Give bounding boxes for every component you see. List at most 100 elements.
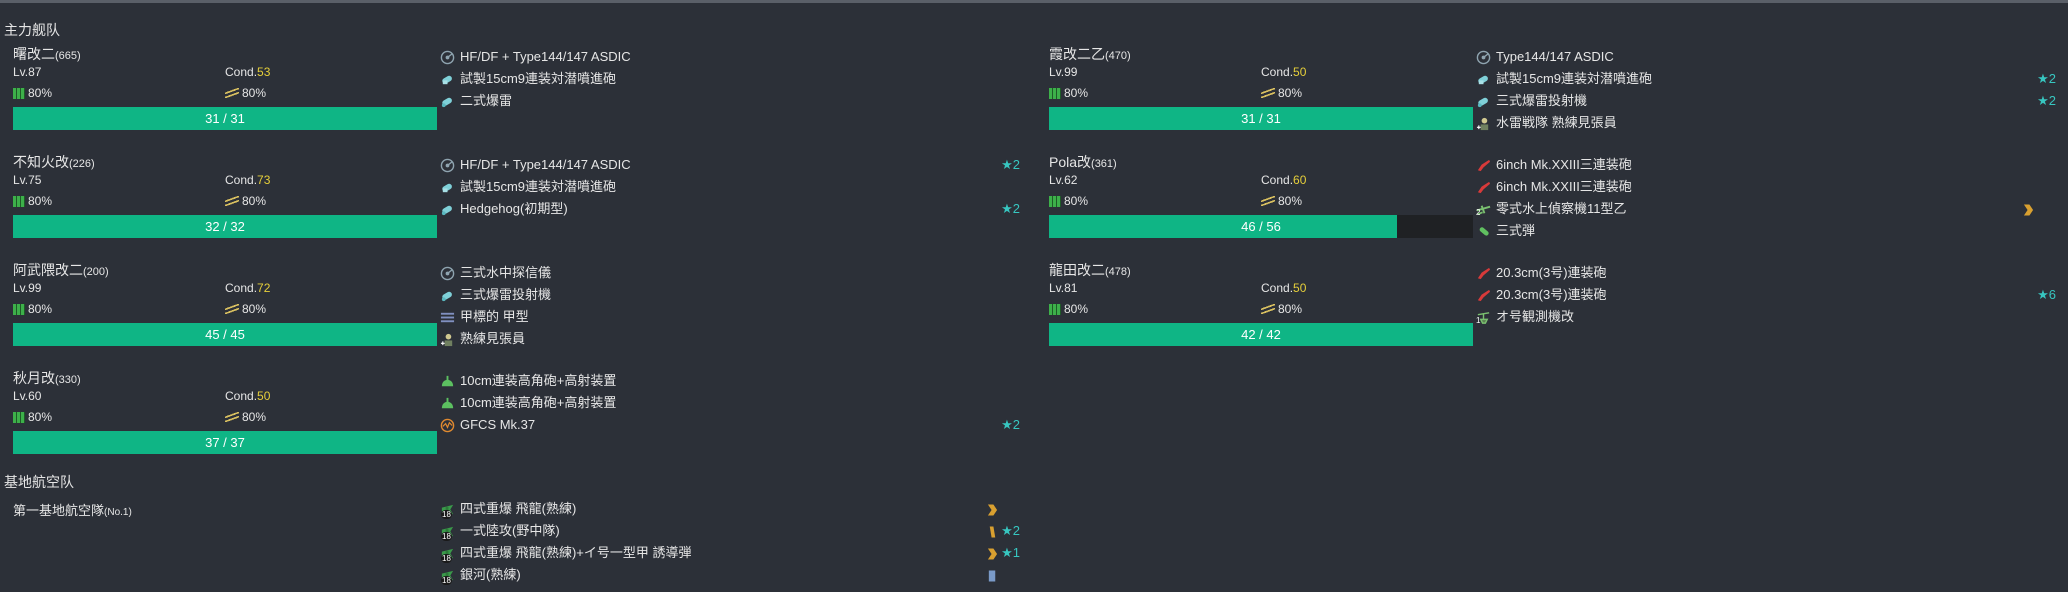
ship-fuel: 80%	[1049, 86, 1088, 100]
equipment-list: 10cm連装高角砲+高射装置 10cm連装高角砲+高射装置 GFCS Mk.37 ★2	[440, 370, 1020, 436]
sonar-icon	[440, 158, 455, 173]
squadron-count: 18	[441, 554, 452, 563]
equipment-row[interactable]: 三式弾	[1476, 220, 2056, 242]
fuel-icon	[1049, 303, 1061, 315]
hp-bar-fill	[13, 215, 437, 238]
equipment-row[interactable]: 1 オ号観測機改	[1476, 306, 2056, 328]
equipment-row[interactable]: 三式爆雷投射機	[440, 284, 1020, 306]
proficiency-icon	[987, 524, 998, 546]
equipment-name: GFCS Mk.37	[460, 417, 536, 432]
ship-ammo: 80%	[225, 302, 266, 316]
ship-name[interactable]: 不知火改(226)	[13, 154, 95, 170]
improvement-level: ★1	[1001, 545, 1020, 560]
squadron-count: 18	[441, 510, 452, 519]
ship-condition: Cond.53	[225, 65, 271, 79]
equipment-name: 10cm連装高角砲+高射装置	[460, 373, 617, 388]
equipment-row[interactable]: 水雷戦隊 熟練見張員	[1476, 112, 2056, 134]
squadron-name: 四式重爆 飛龍(熟練)	[460, 501, 577, 516]
hp-text: 31 / 31	[205, 111, 245, 126]
lookout-icon	[1476, 116, 1491, 131]
hp-bar-fill	[13, 107, 437, 130]
equipment-row[interactable]: 10cm連装高角砲+高射装置	[440, 392, 1020, 414]
ship-name[interactable]: 霞改二乙(470)	[1049, 46, 1131, 62]
equipment-name: HF/DF + Type144/147 ASDIC	[460, 157, 631, 172]
equipment-row[interactable]: HF/DF + Type144/147 ASDIC	[440, 46, 1020, 68]
equipment-row[interactable]: GFCS Mk.37 ★2	[440, 414, 1020, 436]
sonar-icon	[440, 266, 455, 281]
ship-level: Lv.99	[1049, 65, 1078, 79]
equipment-list: 6inch Mk.XXIII三連装砲 6inch Mk.XXIII三連装砲 2 零式水…	[1476, 154, 2056, 242]
squadron-row[interactable]: 18 四式重爆 飛龍(熟練)	[440, 498, 1020, 520]
equipment-row[interactable]: 二式爆雷	[440, 90, 1020, 112]
equipment-name: 三式爆雷投射機	[460, 287, 552, 302]
ship-card: 龍田改二(478) Lv.81 Cond.50 80% 80% 42 / 42	[1049, 254, 1485, 358]
equipment-row[interactable]: 6inch Mk.XXIII三連装砲	[1476, 154, 2056, 176]
equipment-row[interactable]: 試製15cm9連装対潜噴進砲	[440, 176, 1020, 198]
improvement-level: ★2	[2037, 71, 2056, 86]
equipment-row[interactable]: 三式水中探信儀	[440, 262, 1020, 284]
equipment-row[interactable]: Hedgehog(初期型) ★2	[440, 198, 1020, 220]
base-air-unit-name: 第一基地航空隊(No.1)	[13, 503, 132, 518]
main-gun-icon	[1476, 266, 1491, 281]
ship-level: Lv.99	[13, 281, 42, 295]
improvement-level: ★6	[2037, 287, 2056, 302]
hp-text: 42 / 42	[1241, 327, 1281, 342]
equipment-list: HF/DF + Type144/147 ASDIC ★2 試製15cm9連装対潜噴進…	[440, 154, 1020, 220]
ship-name[interactable]: Pola改(361)	[1049, 154, 1117, 170]
squadron-row[interactable]: 18 銀河(熟練)	[440, 564, 1020, 586]
equipment-row[interactable]: 試製15cm9連装対潜噴進砲	[440, 68, 1020, 90]
ship-name[interactable]: 龍田改二(478)	[1049, 262, 1131, 278]
fuel-icon	[1049, 195, 1061, 207]
equipment-name: 6inch Mk.XXIII三連装砲	[1496, 157, 1632, 172]
squadron-row[interactable]: 18 四式重爆 飛龍(熟練)+イ号一型甲 誘導弾 ★1	[440, 542, 1020, 564]
base-squadron-list: 18 四式重爆 飛龍(熟練) 18 一式陸攻(野中隊) ★2 18 四式重爆 飛龍(熟練)+…	[440, 498, 1020, 586]
ship-fuel: 80%	[1049, 302, 1088, 316]
equipment-row[interactable]: 三式爆雷投射機 ★2	[1476, 90, 2056, 112]
ship-card: 曙改二(665) Lv.87 Cond.53 80% 80% 31 / 31	[13, 38, 449, 142]
equipment-row[interactable]: 20.3cm(3号)連装砲 ★6	[1476, 284, 2056, 306]
hp-text: 32 / 32	[205, 219, 245, 234]
ship-condition: Cond.60	[1261, 173, 1307, 187]
equipment-row[interactable]: 20.3cm(3号)連装砲	[1476, 262, 2056, 284]
sonar-icon	[440, 50, 455, 65]
equipment-row[interactable]: 試製15cm9連装対潜噴進砲 ★2	[1476, 68, 2056, 90]
improvement-level: ★2	[1001, 523, 1020, 538]
hp-bar: 31 / 31	[13, 107, 437, 130]
aa-shell-icon	[440, 180, 455, 195]
ship-card: 不知火改(226) Lv.75 Cond.73 80% 80% 32 / 32	[13, 146, 449, 250]
hp-bar-fill	[1049, 107, 1473, 130]
lookout-icon	[440, 332, 455, 347]
hp-text: 31 / 31	[1241, 111, 1281, 126]
equipment-row[interactable]: 甲標的 甲型	[440, 306, 1020, 328]
ammo-icon	[225, 196, 239, 206]
sonar-icon	[1476, 50, 1491, 65]
aa-shell-icon	[440, 72, 455, 87]
squadron-row[interactable]: 18 一式陸攻(野中隊) ★2	[440, 520, 1020, 542]
improvement-level: ★2	[1001, 157, 1020, 172]
main-gun-icon	[1476, 180, 1491, 195]
ship-name[interactable]: 阿武隈改二(200)	[13, 262, 109, 278]
proficiency-icon	[987, 546, 998, 568]
hp-bar: 45 / 45	[13, 323, 437, 346]
proficiency-icon	[2023, 202, 2034, 224]
ship-condition: Cond.73	[225, 173, 271, 187]
equipment-list: 三式水中探信儀三式爆雷投射機甲標的 甲型 熟練見張員	[440, 262, 1020, 350]
equipment-row[interactable]: 6inch Mk.XXIII三連装砲	[1476, 176, 2056, 198]
ship-name[interactable]: 秋月改(330)	[13, 370, 81, 386]
ship-fuel: 80%	[13, 302, 52, 316]
equipment-list: HF/DF + Type144/147 ASDIC 試製15cm9連装対潜噴進砲二…	[440, 46, 1020, 112]
equipment-name: 6inch Mk.XXIII三連装砲	[1496, 179, 1632, 194]
equipment-row[interactable]: 熟練見張員	[440, 328, 1020, 350]
ship-name[interactable]: 曙改二(665)	[13, 46, 81, 62]
hp-bar: 32 / 32	[13, 215, 437, 238]
depth-charge-icon	[1476, 94, 1491, 109]
ammo-icon	[225, 304, 239, 314]
shell-icon	[1476, 224, 1491, 239]
fuel-icon	[1049, 87, 1061, 99]
equipment-row[interactable]: 10cm連装高角砲+高射装置	[440, 370, 1020, 392]
equipment-row[interactable]: 2 零式水上偵察機11型乙	[1476, 198, 2056, 220]
ship-level: Lv.60	[13, 389, 42, 403]
fuel-icon	[13, 411, 25, 423]
equipment-row[interactable]: Type144/147 ASDIC	[1476, 46, 2056, 68]
equipment-row[interactable]: HF/DF + Type144/147 ASDIC ★2	[440, 154, 1020, 176]
